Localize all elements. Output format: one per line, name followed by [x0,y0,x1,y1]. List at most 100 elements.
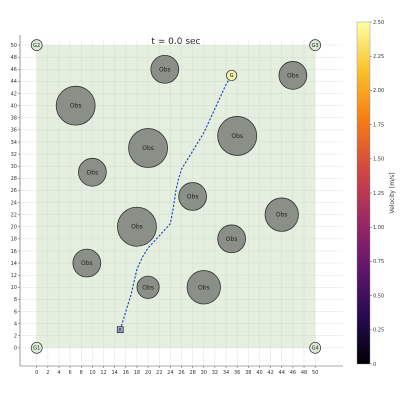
corner-circle [30,39,43,51]
obstacle-circle [217,224,246,254]
corner-marker: G1 [30,341,43,354]
goal-marker: G [226,69,238,81]
obstacle: Obs [186,270,221,305]
corner-label: G1 [33,346,40,352]
y-tick-label: 6 [14,309,17,315]
x-tick-label: 28 [189,370,195,376]
x-tick-label: 30 [201,370,207,376]
x-tick-label: 6 [69,370,72,376]
colorbar-tick-label: 1.25 [373,191,384,197]
corner-label: G2 [33,43,40,49]
obstacle-circle [136,275,160,299]
y-tick-label: 12 [11,273,17,279]
y-tick-label: 28 [11,176,17,182]
obstacle: Obs [217,224,246,254]
colorbar-tick-label: 0.50 [373,293,384,299]
y-tick-label: 0 [14,346,17,352]
obstacle-label: Obs [198,284,210,291]
y-tick-label: 24 [11,200,17,206]
corner-circle [309,341,322,354]
corner-label: G4 [312,346,319,352]
y-tick-label: 20 [11,225,17,231]
obstacle-circle [117,206,157,247]
x-tick-label: 46 [290,370,296,376]
colorbar-gradient [357,22,370,364]
obstacle: Obs [78,157,107,187]
y-tick-label: 36 [11,128,17,134]
x-tick-label: 12 [100,370,106,376]
x-tick-label: 38 [245,370,251,376]
colorbar-title: Velocity [m/s] [389,172,396,213]
obstacle-circle [72,248,102,278]
x-tick-label: 36 [234,370,240,376]
y-tick-label: 16 [11,249,17,255]
y-tick-label: 26 [11,188,17,194]
obstacle-circle [186,270,221,305]
corner-marker: G3 [309,39,322,51]
obstacle-circle [278,61,308,90]
obstacle: Obs [217,116,258,156]
y-tick-label: 34 [11,140,17,146]
y-tick-label: 30 [11,164,17,170]
x-tick-label: 14 [111,370,117,376]
obstacle: Obs [150,55,180,84]
x-tick-label: 42 [267,370,273,376]
obstacle-label: Obs [70,103,82,110]
x-tick-label: 50 [312,370,318,376]
x-tick-label: 24 [167,370,173,376]
obstacle: Obs [278,61,308,90]
colorbar-tick-label: 1.50 [373,157,384,163]
y-tick-label: 48 [11,55,17,61]
colorbar-tick-label: 2.50 [373,20,384,26]
corner-circle [309,39,322,51]
chart-title: t = 0.0 sec [151,37,200,47]
y-tick-label: 38 [11,116,17,122]
y-tick-label: 4 [14,321,17,327]
obstacle-circle [150,55,180,84]
colorbar-tick-label: 0.25 [373,328,384,334]
obstacle-circle [178,182,207,211]
colorbar-tick-label: 0 [373,362,376,368]
robot-marker: R [116,326,124,334]
obstacle-label: Obs [187,193,199,200]
y-tick-label: 22 [11,212,17,218]
x-tick-label: 8 [80,370,83,376]
obstacle-label: Obs [231,133,243,140]
x-tick-label: 40 [256,370,262,376]
x-tick-label: 18 [134,370,140,376]
obstacle-label: Obs [81,260,93,267]
obstacle: Obs [117,206,157,247]
y-tick-label: 14 [11,261,17,267]
x-tick-label: 44 [279,370,285,376]
x-tick-label: 4 [57,370,60,376]
obstacle: Obs [264,197,299,232]
x-tick-label: 16 [123,370,129,376]
x-tick-label: 34 [223,370,229,376]
obstacle-label: Obs [87,169,99,176]
colorbar-tick-label: 0.75 [373,259,384,265]
robot-square [116,326,124,334]
y-tick-label: 40 [11,103,17,109]
y-tick-label: 50 [11,43,17,49]
x-tick-label: 48 [301,370,307,376]
y-tick-label: 2 [14,334,17,340]
y-tick-label: 42 [11,91,17,97]
goal-label: G [230,73,234,79]
corner-marker: G2 [30,39,43,51]
corner-label: G3 [312,43,319,49]
obstacle-circle [217,116,258,156]
obstacle-circle [264,197,299,232]
obstacle-label: Obs [287,72,299,79]
x-tick-label: 10 [89,370,95,376]
x-tick-label: 0 [35,370,38,376]
y-tick-label: 32 [11,152,17,158]
obstacle-label: Obs [142,145,154,152]
y-tick-label: 44 [11,79,17,85]
obstacle-label: Obs [159,66,171,73]
robot-label: R [119,327,122,332]
obstacle: Obs [178,182,207,211]
obstacle-circle [78,157,107,187]
colorbar-tick-label: 2.00 [373,88,384,94]
x-tick-label: 2 [46,370,49,376]
